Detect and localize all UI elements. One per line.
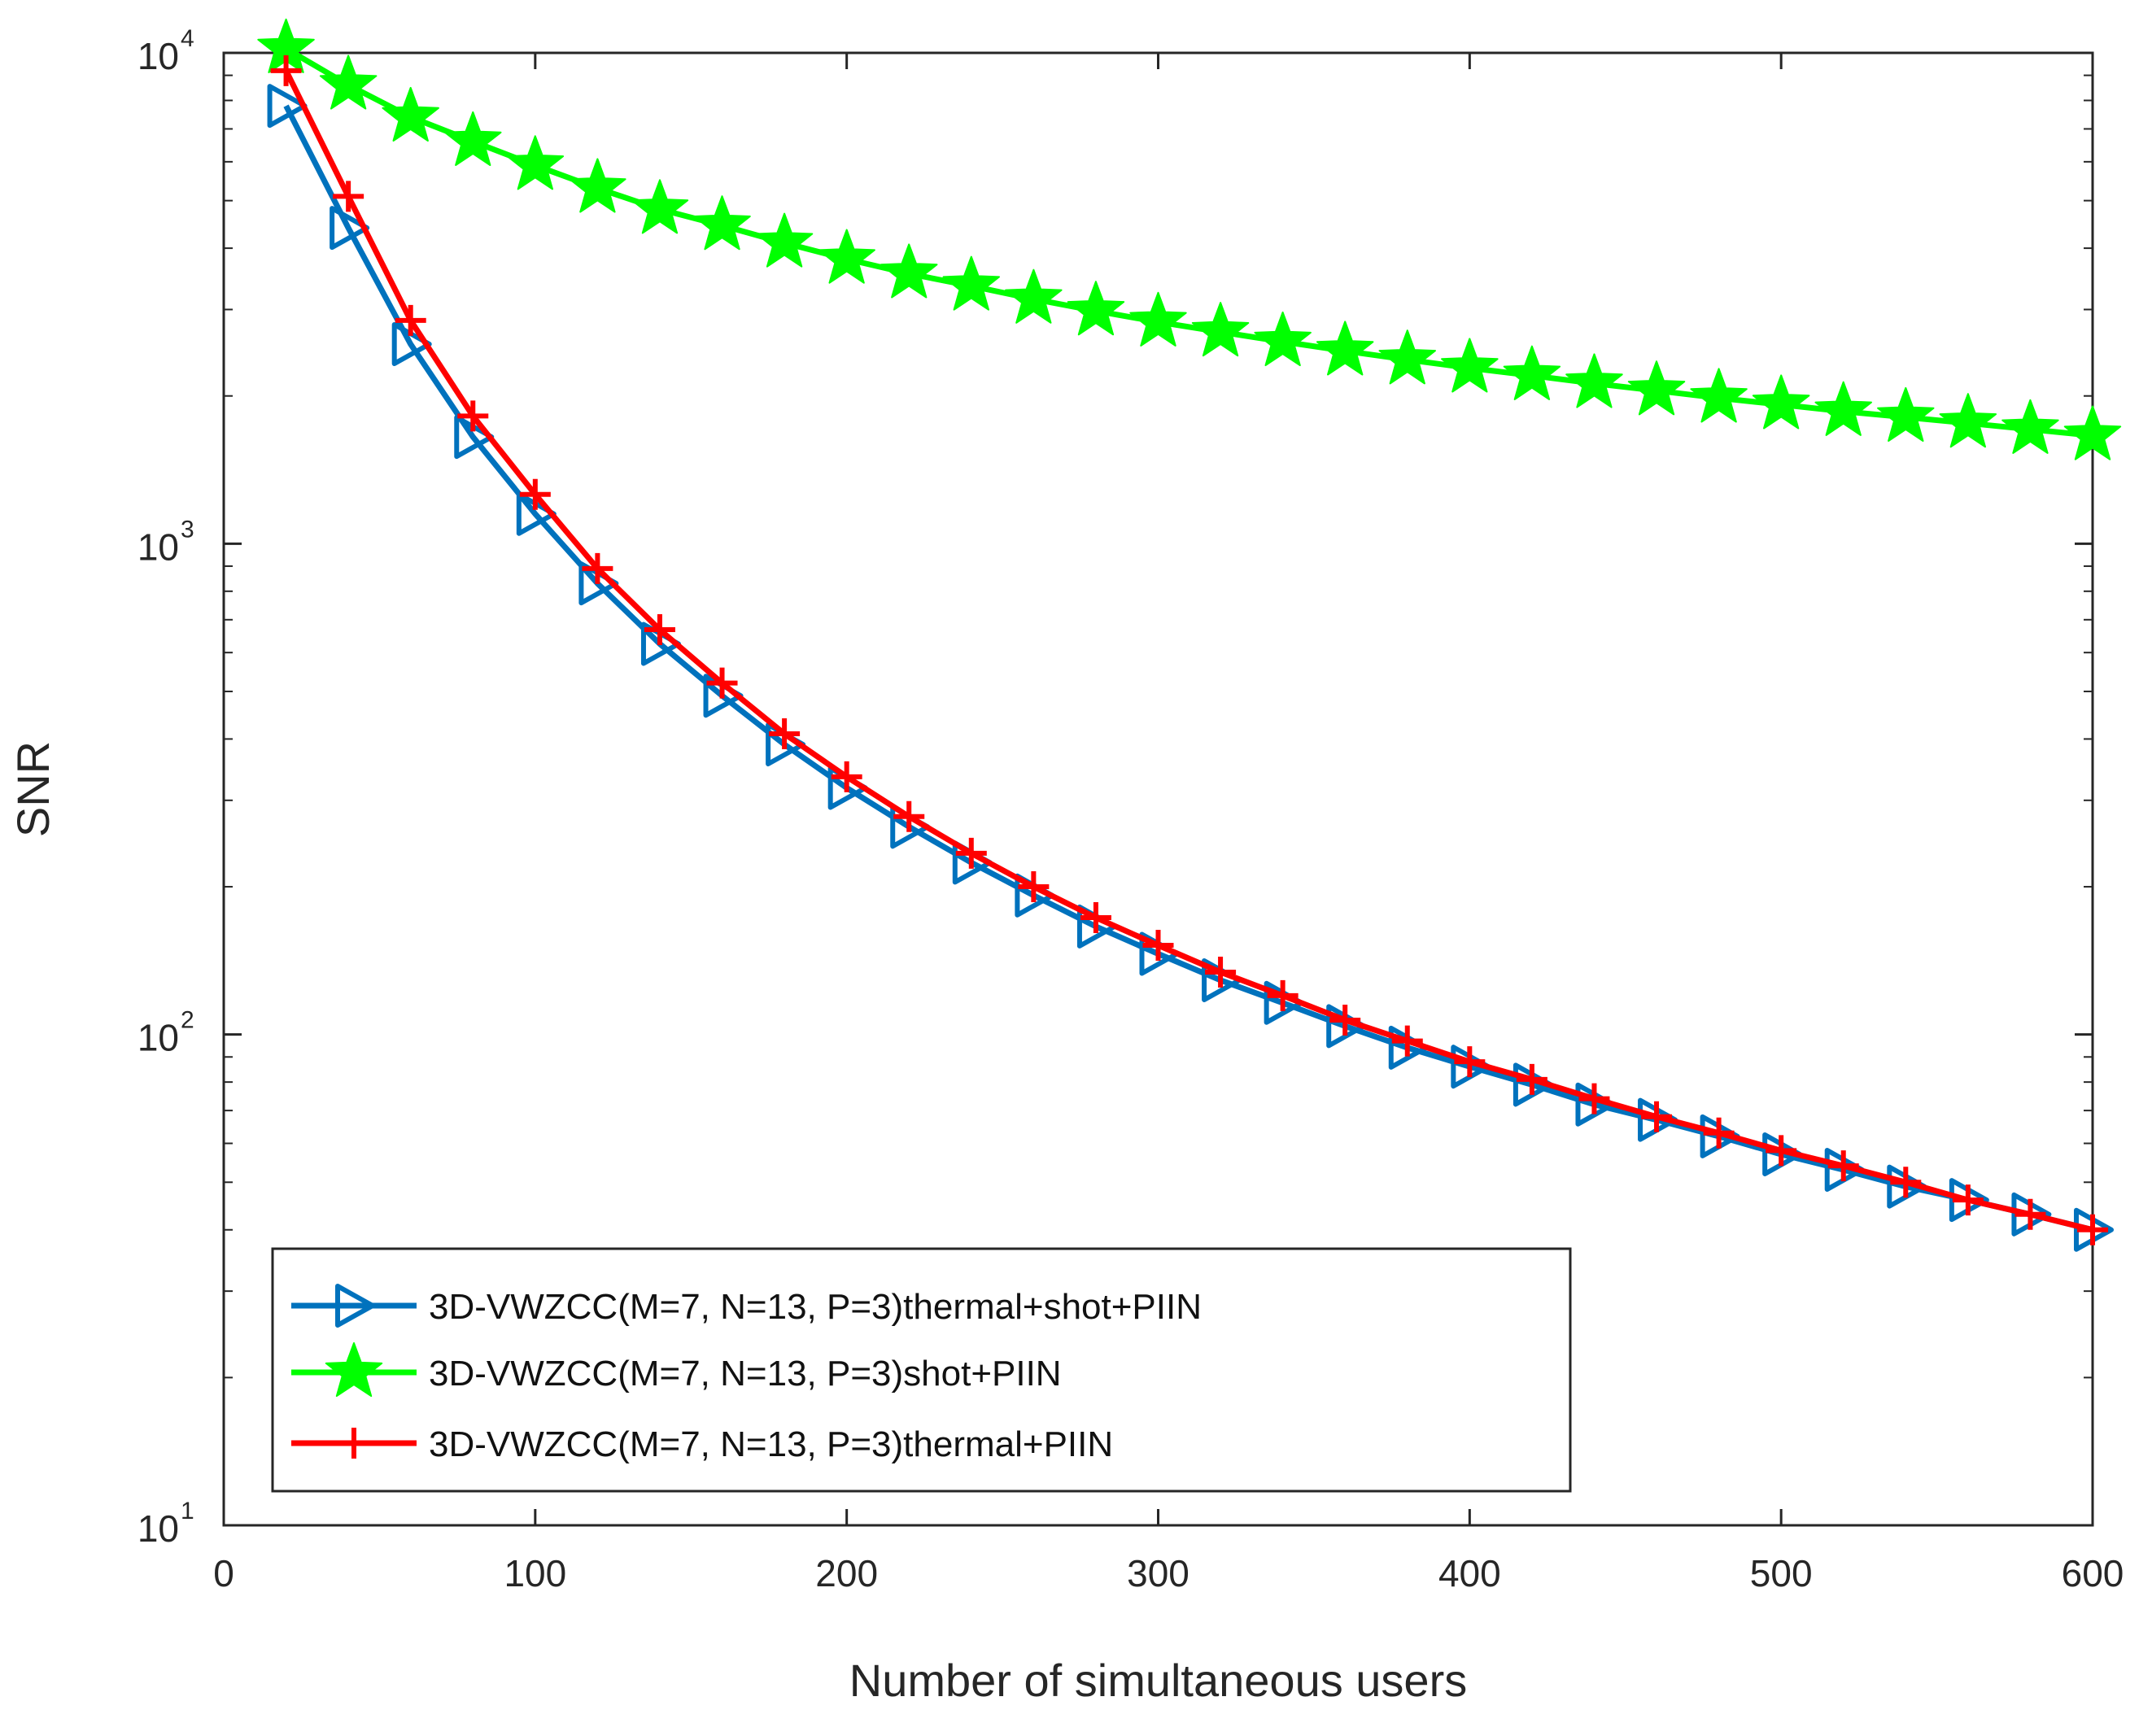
y-tick-exponent: 4 bbox=[181, 25, 194, 52]
x-axis-title: Number of simultaneous users bbox=[849, 1655, 1467, 1706]
data-point-thermal-piin bbox=[2077, 1214, 2108, 1245]
x-tick-label: 200 bbox=[815, 1552, 878, 1594]
legend-marker-shot-piin bbox=[325, 1342, 383, 1398]
data-point-shot-piin bbox=[1752, 374, 1810, 430]
data-point-shot-piin bbox=[1939, 393, 1997, 448]
data-point-thermal-piin bbox=[831, 761, 862, 792]
data-point-shot-piin bbox=[2063, 405, 2122, 460]
data-point-thermal-piin bbox=[1890, 1167, 1922, 1198]
y-tick-exponent: 1 bbox=[181, 1498, 194, 1524]
series-group bbox=[257, 18, 2122, 1252]
y-tick-exponent: 3 bbox=[181, 516, 194, 543]
x-tick-label: 300 bbox=[1127, 1552, 1189, 1594]
data-point-shot-piin bbox=[1690, 368, 1748, 423]
data-point-thermal-piin bbox=[1578, 1083, 1610, 1114]
data-point-thermal-piin bbox=[1703, 1117, 1735, 1149]
data-point-thermal-piin bbox=[1516, 1063, 1547, 1095]
data-point-shot-piin bbox=[1565, 353, 1623, 408]
data-point-shot-piin bbox=[1378, 329, 1436, 385]
legend-label-thermal-shot-piin: 3D-VWZCC(M=7, N=13, P=3)thermal+shot+PII… bbox=[429, 1287, 1202, 1327]
data-point-shot-piin bbox=[1814, 381, 1872, 436]
legend-label-thermal-piin: 3D-VWZCC(M=7, N=13, P=3)thermal+PIIN bbox=[429, 1424, 1113, 1464]
data-point-shot-piin bbox=[818, 229, 875, 284]
data-point-thermal-piin bbox=[395, 304, 426, 336]
data-point-thermal-shot-piin bbox=[267, 84, 308, 129]
legend-label-shot-piin: 3D-VWZCC(M=7, N=13, P=3)shot+PIIN bbox=[429, 1354, 1062, 1394]
data-point-thermal-piin bbox=[457, 400, 489, 432]
data-point-shot-piin bbox=[1191, 302, 1250, 357]
data-point-shot-piin bbox=[1254, 312, 1312, 367]
data-point-thermal-piin bbox=[955, 837, 987, 869]
data-point-shot-piin bbox=[382, 86, 439, 142]
data-point-shot-piin bbox=[1877, 386, 1935, 442]
y-tick-label: 10 bbox=[138, 526, 179, 568]
data-point-shot-piin bbox=[942, 255, 1000, 311]
data-point-thermal-piin bbox=[333, 181, 364, 212]
data-point-thermal-piin bbox=[1766, 1135, 1797, 1167]
legend: 3D-VWZCC(M=7, N=13, P=3)thermal+shot+PII… bbox=[271, 1247, 1572, 1493]
x-tick-label: 500 bbox=[1750, 1552, 1813, 1594]
data-point-thermal-piin bbox=[1329, 1004, 1361, 1036]
data-point-shot-piin bbox=[2001, 399, 2059, 454]
data-point-thermal-piin bbox=[644, 614, 675, 646]
x-tick-label: 400 bbox=[1438, 1552, 1501, 1594]
data-point-thermal-piin bbox=[1454, 1046, 1486, 1078]
data-point-shot-piin bbox=[1627, 360, 1686, 416]
legend-box bbox=[271, 1247, 1572, 1493]
data-point-thermal-piin bbox=[769, 718, 801, 749]
data-point-shot-piin bbox=[319, 55, 378, 110]
series-shot-piin bbox=[257, 18, 2122, 460]
data-point-thermal-piin bbox=[1827, 1150, 1859, 1182]
data-point-shot-piin bbox=[444, 111, 502, 166]
legend-marker-thermal-shot-piin bbox=[335, 1284, 375, 1328]
data-point-shot-piin bbox=[1129, 291, 1187, 347]
data-point-shot-piin bbox=[1441, 338, 1499, 393]
data-point-shot-piin bbox=[755, 212, 814, 268]
data-point-thermal-piin bbox=[1391, 1025, 1423, 1057]
data-point-shot-piin bbox=[506, 135, 565, 190]
data-point-thermal-piin bbox=[582, 552, 613, 584]
data-point-thermal-piin bbox=[1267, 979, 1299, 1011]
data-point-shot-piin bbox=[1005, 268, 1063, 324]
y-tick-label: 10 bbox=[138, 1507, 179, 1550]
data-point-thermal-piin bbox=[270, 55, 302, 86]
data-point-thermal-piin bbox=[2014, 1198, 2046, 1230]
series-thermal-piin bbox=[270, 55, 2108, 1245]
data-point-thermal-piin bbox=[1952, 1184, 1984, 1216]
data-point-thermal-piin bbox=[1080, 902, 1111, 934]
data-point-thermal-piin bbox=[893, 800, 925, 832]
x-tick-label: 0 bbox=[213, 1552, 234, 1594]
data-point-thermal-piin bbox=[1641, 1101, 1673, 1132]
x-tick-label: 100 bbox=[504, 1552, 566, 1594]
legend-marker-thermal-piin bbox=[338, 1428, 369, 1459]
y-axis-title: SNR bbox=[7, 741, 59, 837]
data-point-shot-piin bbox=[1503, 345, 1561, 400]
data-point-thermal-piin bbox=[1205, 956, 1237, 988]
data-point-shot-piin bbox=[693, 195, 751, 251]
data-point-shot-piin bbox=[631, 179, 689, 234]
y-tick-label: 10 bbox=[138, 35, 179, 77]
data-point-thermal-piin bbox=[1018, 871, 1050, 903]
x-tick-label: 600 bbox=[2062, 1552, 2124, 1594]
data-point-thermal-piin bbox=[519, 478, 551, 510]
data-point-thermal-piin bbox=[1142, 929, 1174, 961]
series-line-thermal-piin bbox=[283, 69, 2093, 1233]
y-tick-label: 10 bbox=[138, 1017, 179, 1059]
data-point-thermal-piin bbox=[706, 667, 738, 699]
data-point-shot-piin bbox=[1316, 321, 1374, 376]
data-point-shot-piin bbox=[569, 158, 626, 213]
data-point-shot-piin bbox=[1067, 281, 1125, 336]
data-point-thermal-shot-piin bbox=[330, 206, 370, 251]
data-point-shot-piin bbox=[880, 243, 938, 299]
y-tick-exponent: 2 bbox=[181, 1007, 194, 1034]
